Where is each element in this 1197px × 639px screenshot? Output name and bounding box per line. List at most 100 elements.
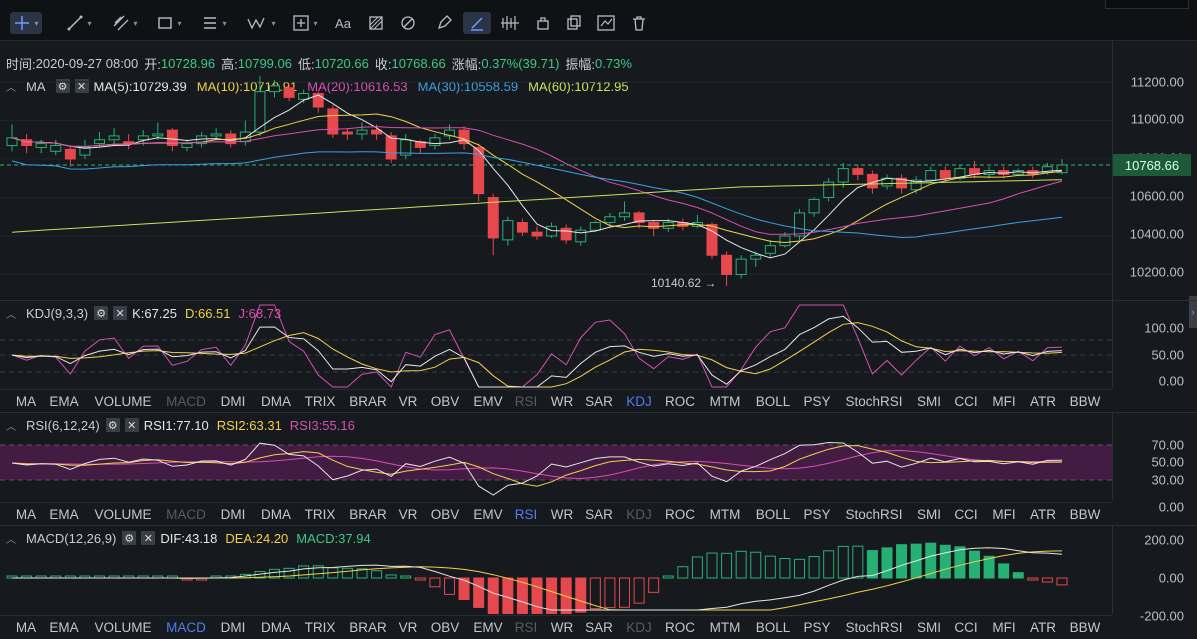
tab-ma[interactable]: MA bbox=[15, 393, 37, 409]
tab-obv[interactable]: OBV bbox=[430, 393, 460, 409]
shapes-icon[interactable] bbox=[396, 12, 420, 34]
tab-cci[interactable]: CCI bbox=[954, 619, 978, 635]
tab-wr[interactable]: WR bbox=[550, 393, 574, 409]
tab-macd[interactable]: MACD bbox=[166, 619, 206, 635]
tab-mtm[interactable]: MTM bbox=[709, 619, 741, 635]
tab-dmi[interactable]: DMI bbox=[220, 506, 246, 522]
tab-obv[interactable]: OBV bbox=[430, 506, 460, 522]
tab-ema[interactable]: EMA bbox=[49, 506, 79, 522]
pattern-icon[interactable] bbox=[364, 12, 388, 34]
tab-macd[interactable]: MACD bbox=[166, 506, 206, 522]
tab-sar[interactable]: SAR bbox=[585, 393, 613, 409]
wave-icon[interactable]: ▾ bbox=[242, 12, 280, 34]
tab-atr[interactable]: ATR bbox=[1030, 506, 1056, 522]
tab-volume[interactable]: VOLUME bbox=[94, 619, 152, 635]
settings-icon[interactable] bbox=[594, 12, 618, 34]
tab-rsi[interactable]: RSI bbox=[514, 506, 538, 522]
collapse-chevron-icon[interactable]: ︿ bbox=[6, 309, 16, 321]
collapse-chevron-icon[interactable]: ︿ bbox=[6, 82, 16, 94]
kdj-chart[interactable] bbox=[0, 301, 1112, 389]
kdj-settings-icon[interactable]: ⚙ bbox=[94, 306, 109, 320]
tab-stochrsi[interactable]: StochRSI bbox=[845, 393, 903, 409]
macd-settings-icon[interactable]: ⚙ bbox=[122, 531, 137, 545]
tab-boll[interactable]: BOLL bbox=[755, 393, 791, 409]
macd-chart[interactable] bbox=[0, 526, 1112, 614]
tab-ma[interactable]: MA bbox=[15, 619, 37, 635]
rsi-close-icon[interactable]: ✕ bbox=[124, 418, 139, 432]
tab-ma[interactable]: MA bbox=[15, 506, 37, 522]
tab-trix[interactable]: TRIX bbox=[304, 619, 336, 635]
tab-sar[interactable]: SAR bbox=[585, 619, 613, 635]
pencil-icon[interactable] bbox=[432, 12, 456, 34]
tab-wr[interactable]: WR bbox=[550, 619, 574, 635]
tab-vr[interactable]: VR bbox=[398, 619, 418, 635]
candlestick-chart[interactable] bbox=[0, 0, 1112, 300]
tab-dma[interactable]: DMA bbox=[261, 393, 291, 409]
price-range-icon[interactable] bbox=[463, 12, 491, 34]
lock-icon[interactable] bbox=[498, 12, 522, 34]
tab-boll[interactable]: BOLL bbox=[755, 619, 791, 635]
tab-dma[interactable]: DMA bbox=[261, 506, 291, 522]
tab-roc[interactable]: ROC bbox=[665, 506, 695, 522]
tab-smi[interactable]: SMI bbox=[916, 506, 942, 522]
text-icon[interactable]: Aa bbox=[335, 15, 351, 31]
kdj-close-icon[interactable]: ✕ bbox=[113, 306, 128, 320]
tab-volume[interactable]: VOLUME bbox=[94, 393, 152, 409]
trash-icon[interactable] bbox=[628, 12, 650, 34]
collapse-chevron-icon[interactable]: ︿ bbox=[6, 421, 16, 433]
tab-boll[interactable]: BOLL bbox=[755, 506, 791, 522]
tab-emv[interactable]: EMV bbox=[473, 393, 503, 409]
tab-obv[interactable]: OBV bbox=[430, 619, 460, 635]
tab-brar[interactable]: BRAR bbox=[349, 619, 387, 635]
tab-kdj[interactable]: KDJ bbox=[626, 619, 652, 635]
tab-emv[interactable]: EMV bbox=[473, 619, 503, 635]
tab-wr[interactable]: WR bbox=[550, 506, 574, 522]
tab-roc[interactable]: ROC bbox=[665, 393, 695, 409]
tab-dma[interactable]: DMA bbox=[261, 619, 291, 635]
tab-trix[interactable]: TRIX bbox=[304, 393, 336, 409]
tab-stochrsi[interactable]: StochRSI bbox=[845, 506, 903, 522]
tab-kdj[interactable]: KDJ bbox=[626, 506, 652, 522]
tab-bbw[interactable]: BBW bbox=[1069, 619, 1101, 635]
tab-mtm[interactable]: MTM bbox=[709, 393, 741, 409]
tab-mtm[interactable]: MTM bbox=[709, 506, 741, 522]
tab-atr[interactable]: ATR bbox=[1030, 393, 1056, 409]
tab-kdj[interactable]: KDJ bbox=[626, 393, 652, 409]
tab-volume[interactable]: VOLUME bbox=[94, 506, 152, 522]
tab-ema[interactable]: EMA bbox=[49, 393, 79, 409]
tab-mfi[interactable]: MFI bbox=[992, 506, 1016, 522]
parallel-line-icon[interactable]: ▾ bbox=[108, 12, 142, 34]
tab-cci[interactable]: CCI bbox=[954, 506, 978, 522]
rsi-chart[interactable] bbox=[0, 413, 1112, 501]
tab-smi[interactable]: SMI bbox=[916, 393, 942, 409]
tab-rsi[interactable]: RSI bbox=[514, 619, 538, 635]
tab-roc[interactable]: ROC bbox=[665, 619, 695, 635]
measure-icon[interactable]: ▾ bbox=[288, 12, 322, 34]
tab-cci[interactable]: CCI bbox=[954, 393, 978, 409]
tab-bbw[interactable]: BBW bbox=[1069, 393, 1101, 409]
copy-icon[interactable] bbox=[563, 12, 585, 34]
tab-stochrsi[interactable]: StochRSI bbox=[845, 619, 903, 635]
tab-macd[interactable]: MACD bbox=[166, 393, 206, 409]
tab-mfi[interactable]: MFI bbox=[992, 393, 1016, 409]
tab-brar[interactable]: BRAR bbox=[349, 393, 387, 409]
tab-psy[interactable]: PSY bbox=[803, 619, 831, 635]
chevron-right-icon[interactable]: › bbox=[1189, 296, 1197, 328]
tab-smi[interactable]: SMI bbox=[916, 619, 942, 635]
rectangle-icon[interactable]: ▾ bbox=[152, 12, 186, 34]
tab-rsi[interactable]: RSI bbox=[514, 393, 538, 409]
tab-dmi[interactable]: DMI bbox=[220, 619, 246, 635]
tab-vr[interactable]: VR bbox=[398, 506, 418, 522]
trend-line-icon[interactable]: ▾ bbox=[62, 12, 96, 34]
tab-brar[interactable]: BRAR bbox=[349, 506, 387, 522]
tab-ema[interactable]: EMA bbox=[49, 619, 79, 635]
macd-close-icon[interactable]: ✕ bbox=[141, 531, 156, 545]
tab-dmi[interactable]: DMI bbox=[220, 393, 246, 409]
tab-bbw[interactable]: BBW bbox=[1069, 506, 1101, 522]
collapse-chevron-icon[interactable]: ︿ bbox=[6, 534, 16, 546]
tab-vr[interactable]: VR bbox=[398, 393, 418, 409]
tab-emv[interactable]: EMV bbox=[473, 506, 503, 522]
tab-trix[interactable]: TRIX bbox=[304, 506, 336, 522]
crosshair-icon[interactable]: ▾ bbox=[10, 12, 42, 34]
duplicate-icon[interactable] bbox=[532, 12, 554, 34]
